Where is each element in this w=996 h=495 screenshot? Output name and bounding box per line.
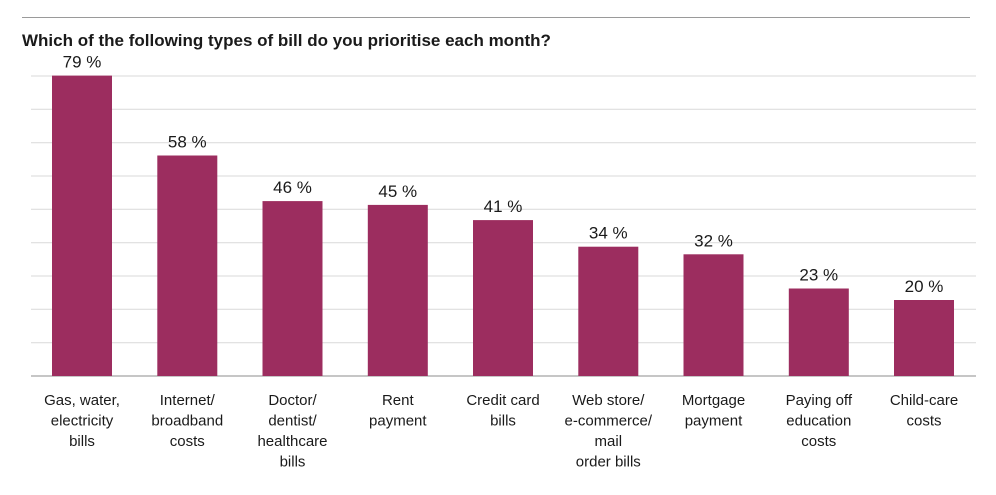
category-label: Rent payment [369,392,427,430]
value-label: 32 % [694,231,733,250]
category-label: Doctor/dentist/healthcare bills [257,392,327,471]
bar [367,204,428,376]
value-label: 46 % [273,178,312,197]
category-label: Credit card bills [466,392,539,430]
category-label: Internet/broadband costs [151,392,223,450]
bar [788,288,849,376]
bar [262,201,323,376]
category-label: Child-care costs [890,392,958,430]
value-label: 79 % [63,53,102,72]
value-label: 45 % [378,182,417,201]
bar [157,155,218,376]
value-labels: 79 % 58 % 46 % 45 % 41 % 34 % 32 % 23 % 20 % [63,53,944,296]
bar [473,220,533,376]
value-label: 20 % [905,277,944,296]
bar [578,246,639,376]
category-labels: Gas, water, electricity bills Internet/broa… [44,392,958,471]
top-rule [22,17,970,18]
value-label: 23 % [799,266,838,285]
bar [52,75,112,376]
category-label: Paying off education costs [786,392,853,450]
value-label: 41 % [484,197,523,216]
bars [52,75,954,376]
bar [683,254,744,376]
value-label: 34 % [589,224,628,243]
chart-title: Which of the following types of bill do … [22,31,551,50]
bar [894,300,954,376]
category-label: Gas, water, electricity bills [44,392,120,450]
value-label: 58 % [168,133,207,152]
category-label: Mortgage payment [682,392,745,430]
category-label: Web store/e-commerce/mail order bills [565,392,653,471]
